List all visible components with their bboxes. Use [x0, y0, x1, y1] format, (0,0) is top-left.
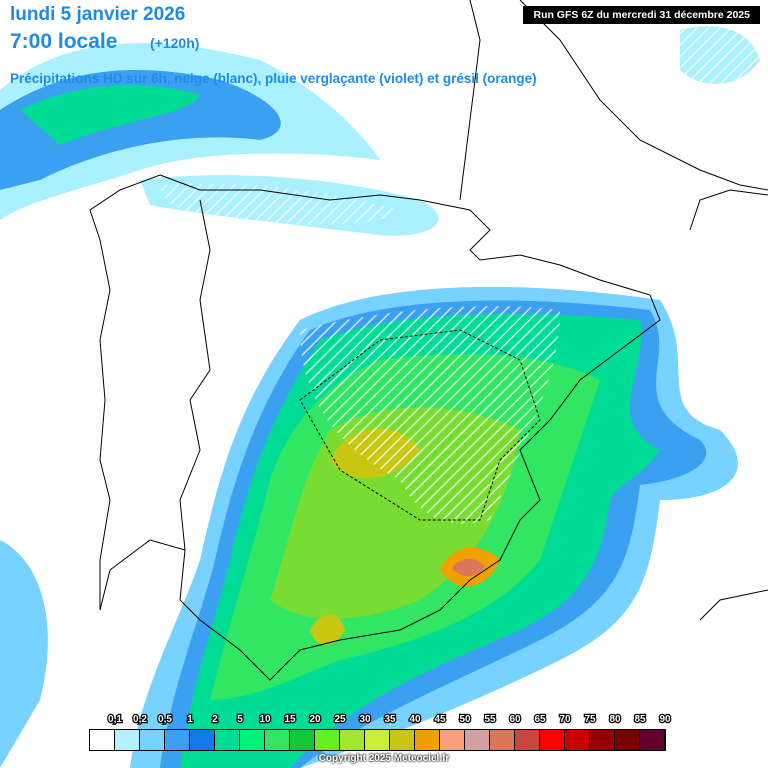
- legend-label: 30: [359, 714, 371, 725]
- date: lundi 5 janvier 2026: [10, 4, 186, 25]
- legend-swatch: [90, 730, 114, 750]
- legend-swatch: [265, 730, 289, 750]
- legend-swatch: [465, 730, 489, 750]
- legend-label: 15: [284, 714, 296, 725]
- legend-swatch: [515, 730, 539, 750]
- subtitle: Précipitations HD sur 6h, neige (blanc),…: [10, 71, 537, 86]
- legend-swatch: [165, 730, 189, 750]
- legend-label: 2: [212, 714, 218, 725]
- copyright: Copyright 2025 Meteociel.fr: [318, 753, 450, 764]
- legend-swatch: [240, 730, 264, 750]
- legend-label: 55: [484, 714, 496, 725]
- borders: [89, 0, 768, 681]
- legend-label: 90: [659, 714, 671, 725]
- legend-swatch: [315, 730, 339, 750]
- legend-swatch: [640, 730, 664, 750]
- legend-swatch: [565, 730, 589, 750]
- legend-swatch: [215, 730, 239, 750]
- legend-label: 50: [459, 714, 471, 725]
- legend-swatch: [365, 730, 389, 750]
- legend-swatch: [190, 730, 214, 750]
- legend: 0,1 0,2 0,5 1 2 5 10 15 20 25 30 35 40 45 50 55 60 65 70 75…: [89, 713, 672, 751]
- legend-label: 35: [384, 714, 396, 725]
- legend-swatch: [540, 730, 564, 750]
- legend-swatch: [140, 730, 164, 750]
- legend-label: 10: [259, 714, 271, 725]
- precipitation: [0, 26, 760, 768]
- legend-label: 25: [334, 714, 346, 725]
- legend-swatch: [440, 730, 464, 750]
- legend-label: 0,2: [133, 714, 147, 725]
- legend-label: 0,1: [108, 714, 122, 725]
- lead-time: (+120h): [150, 35, 200, 51]
- legend-label: 75: [584, 714, 596, 725]
- legend-label: 65: [534, 714, 546, 725]
- legend-label: 5: [237, 714, 243, 725]
- legend-swatch: [390, 730, 414, 750]
- run-info: Run GFS 6Z du mercredi 31 décembre 2025: [523, 6, 760, 24]
- legend-label: 0,5: [158, 714, 172, 725]
- legend-label: 45: [434, 714, 446, 725]
- legend-swatch: [615, 730, 639, 750]
- legend-swatch: [340, 730, 364, 750]
- legend-label: 60: [509, 714, 521, 725]
- legend-label: 85: [634, 714, 646, 725]
- legend-label: 40: [409, 714, 421, 725]
- legend-label: 70: [559, 714, 571, 725]
- legend-label: 20: [309, 714, 321, 725]
- time: 7:00 locale: [10, 30, 118, 53]
- legend-swatch: [115, 730, 139, 750]
- legend-swatch: [415, 730, 439, 750]
- legend-swatch: [290, 730, 314, 750]
- legend-swatch: [490, 730, 514, 750]
- legend-swatch: [590, 730, 614, 750]
- legend-label: 80: [609, 714, 621, 725]
- legend-label: 1: [187, 714, 193, 725]
